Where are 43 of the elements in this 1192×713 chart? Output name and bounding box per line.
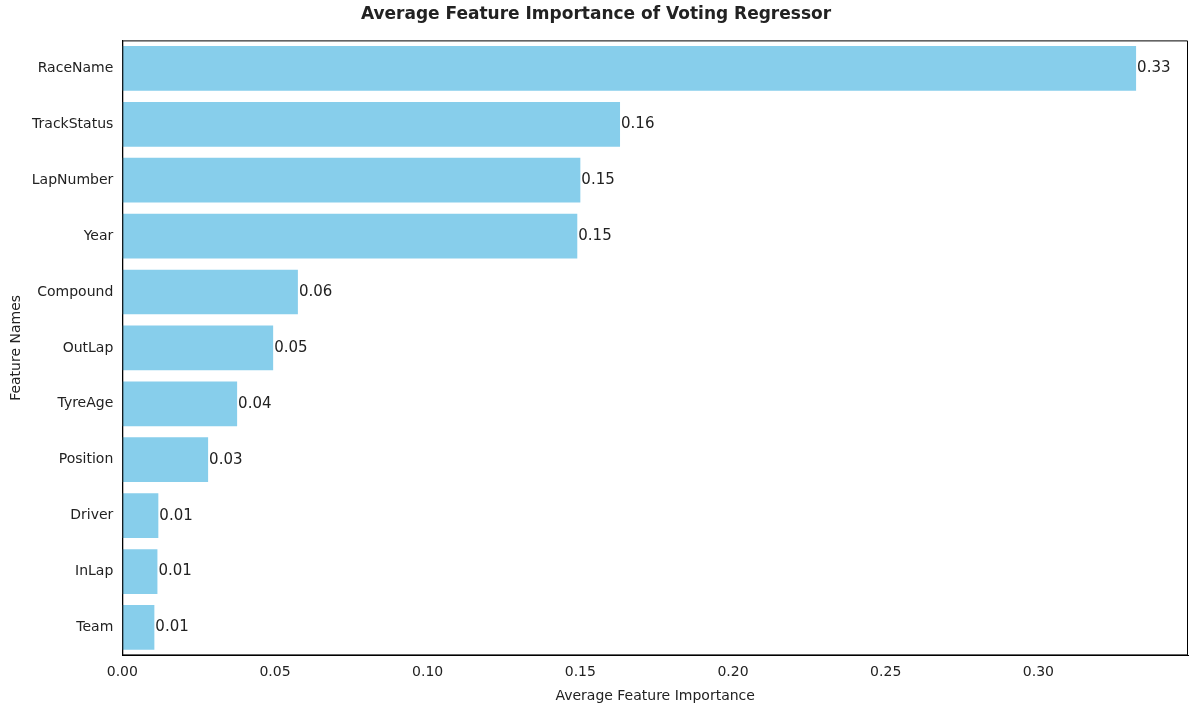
x-axis-title: Average Feature Importance [555,687,755,704]
bar [122,269,298,315]
x-tick-label: 0.20 [717,663,749,680]
bar [122,213,578,259]
x-tick-label: 0.30 [1022,663,1054,680]
bar [122,325,274,371]
data-label: 0.06 [298,281,333,300]
y-tick-label: InLap [75,562,114,579]
data-label: 0.04 [238,393,272,412]
y-tick-label: Compound [37,282,114,299]
x-tick-label: 0.25 [870,663,902,680]
chart-title: Average Feature Importance of Voting Regressor [360,2,832,23]
data-label: 0.05 [274,337,308,356]
bar [122,437,209,483]
y-tick-label: Driver [70,506,114,523]
x-tick-label: 0.00 [106,663,138,680]
data-label: 0.15 [578,225,612,244]
bar [122,605,155,650]
y-tick-label: OutLap [62,338,114,355]
y-tick-label: TyreAge [56,394,114,411]
data-label: 0.33 [1137,58,1171,77]
y-tick-label: Position [58,450,114,467]
bar [122,45,1137,91]
y-tick-label: TrackStatus [31,114,114,131]
y-axis-title: Feature Names [7,294,24,401]
y-tick-label: LapNumber [31,170,114,187]
y-tick-label: Team [75,618,114,635]
x-tick-label: 0.05 [259,663,291,680]
data-label: 0.03 [209,449,243,468]
data-label: 0.01 [159,505,193,524]
bar [122,157,581,203]
data-label: 0.16 [621,114,655,133]
y-tick-label: RaceName [37,59,114,75]
x-tick-label: 0.15 [564,663,596,680]
data-label: 0.01 [155,617,189,636]
bar [122,101,621,147]
x-tick-label: 0.10 [412,663,444,680]
bar [122,549,158,594]
bar [122,381,238,427]
data-label: 0.15 [581,170,615,189]
y-tick-label: Year [82,226,114,243]
bar [122,493,159,538]
data-label: 0.01 [158,561,192,580]
